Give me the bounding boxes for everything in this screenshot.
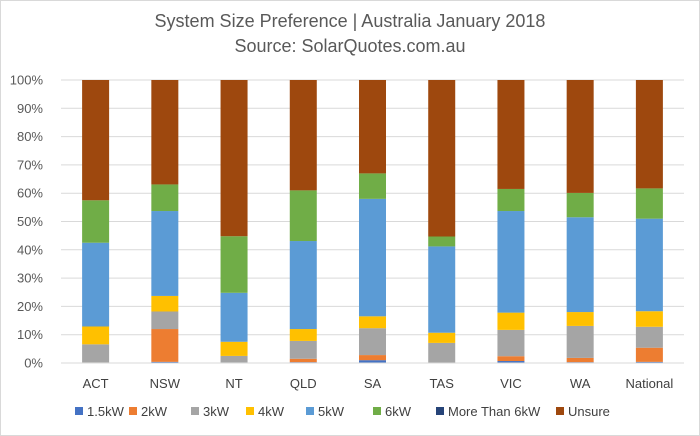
x-tick-label: VIC xyxy=(500,376,522,391)
bar-segment xyxy=(359,316,386,329)
bar-segment xyxy=(359,198,386,317)
bar-segment xyxy=(359,173,386,199)
x-tick-label: QLD xyxy=(290,376,317,391)
y-tick-label: 100% xyxy=(10,73,44,88)
chart-subtitle: Source: SolarQuotes.com.au xyxy=(234,36,465,56)
legend-swatch xyxy=(373,407,381,415)
bar-segment xyxy=(428,246,456,333)
x-axis: ACT NSW NT QLD SA TAS VIC WA National xyxy=(83,376,674,391)
bar-segment xyxy=(220,236,248,293)
y-tick-label: 20% xyxy=(17,299,43,314)
y-tick-label: 10% xyxy=(17,327,43,342)
y-axis: 0% 10% 20% 30% 40% 50% 60% 70% 80% 90% 100% xyxy=(10,73,44,371)
y-tick-label: 40% xyxy=(17,242,43,257)
y-tick-label: 80% xyxy=(17,129,43,144)
bar-segment xyxy=(497,356,525,362)
bar-segment xyxy=(151,295,179,312)
bar-segment xyxy=(566,325,594,358)
bar-segment xyxy=(220,355,248,363)
bar-segment xyxy=(289,190,317,242)
bar-segment xyxy=(359,360,386,363)
bar-segment xyxy=(566,357,594,363)
bar-segment xyxy=(82,242,110,327)
bar-segment xyxy=(635,326,663,348)
legend-label: 3kW xyxy=(203,404,230,419)
bar-segment xyxy=(566,217,594,313)
bar-segment xyxy=(220,341,248,356)
bar-segment xyxy=(635,80,663,189)
bar-segment xyxy=(566,80,594,193)
legend-swatch xyxy=(129,407,137,415)
x-tick-label: SA xyxy=(364,376,382,391)
bar-segment xyxy=(428,342,456,363)
bar-segment xyxy=(635,188,663,219)
bar-segment xyxy=(289,241,317,330)
bar-segment xyxy=(82,326,110,345)
legend-swatch xyxy=(246,407,254,415)
bar-segment xyxy=(428,332,456,343)
bar-segment xyxy=(359,328,386,356)
bar-segment xyxy=(428,80,456,237)
bar-segment xyxy=(497,188,525,212)
legend-label: 4kW xyxy=(258,404,285,419)
y-tick-label: 30% xyxy=(17,271,43,286)
bar-segment xyxy=(635,347,663,362)
bar-segment xyxy=(497,80,525,189)
x-tick-label: TAS xyxy=(430,376,455,391)
legend: 1.5kW 2kW 3kW 4kW 5kW 6kW More Than 6kW Unsure xyxy=(75,404,610,419)
legend-swatch xyxy=(75,407,83,415)
chart-title: System Size Preference | Australia Janua… xyxy=(155,11,546,31)
y-tick-label: 60% xyxy=(17,186,43,201)
y-tick-label: 90% xyxy=(17,101,43,116)
legend-label: 6kW xyxy=(385,404,412,419)
bar-segment xyxy=(359,355,386,361)
y-tick-label: 70% xyxy=(17,157,43,172)
bar-segment xyxy=(289,80,317,191)
y-tick-label: 50% xyxy=(17,214,43,229)
bar-segment xyxy=(497,329,525,357)
y-tick-label: 0% xyxy=(24,356,43,371)
bar-segment xyxy=(151,184,179,212)
bar-segment xyxy=(428,236,456,247)
bar-segment xyxy=(289,340,317,359)
bar-segment xyxy=(151,80,179,185)
bar-segment xyxy=(635,311,663,327)
x-tick-label: WA xyxy=(570,376,591,391)
x-tick-label: NSW xyxy=(150,376,181,391)
legend-label: Unsure xyxy=(568,404,610,419)
legend-swatch xyxy=(436,407,444,415)
x-tick-label: National xyxy=(626,376,674,391)
bars xyxy=(82,80,663,363)
legend-swatch xyxy=(191,407,199,415)
legend-swatch xyxy=(556,407,564,415)
bar-segment xyxy=(151,329,179,362)
bar-segment xyxy=(566,192,594,218)
bar-segment xyxy=(566,312,594,326)
bar-segment xyxy=(359,80,386,174)
bar-segment xyxy=(220,292,248,342)
legend-label: 5kW xyxy=(318,404,345,419)
x-tick-label: ACT xyxy=(83,376,109,391)
bar-segment xyxy=(151,311,179,330)
legend-label: 1.5kW xyxy=(87,404,125,419)
bar-segment xyxy=(82,344,110,363)
bar-segment xyxy=(151,211,179,296)
bar-segment xyxy=(635,361,663,363)
bar-segment xyxy=(82,80,110,201)
bar-segment xyxy=(635,218,663,312)
bar-segment xyxy=(151,361,179,363)
x-tick-label: NT xyxy=(225,376,242,391)
bar-segment xyxy=(497,211,525,313)
bar-segment xyxy=(220,80,248,237)
legend-label: More Than 6kW xyxy=(448,404,541,419)
bar-segment xyxy=(289,329,317,341)
bar-segment xyxy=(82,200,110,243)
legend-swatch xyxy=(306,407,314,415)
bar-segment xyxy=(497,361,525,363)
bar-segment xyxy=(289,358,317,363)
legend-label: 2kW xyxy=(141,404,168,419)
bar-segment xyxy=(497,312,525,330)
